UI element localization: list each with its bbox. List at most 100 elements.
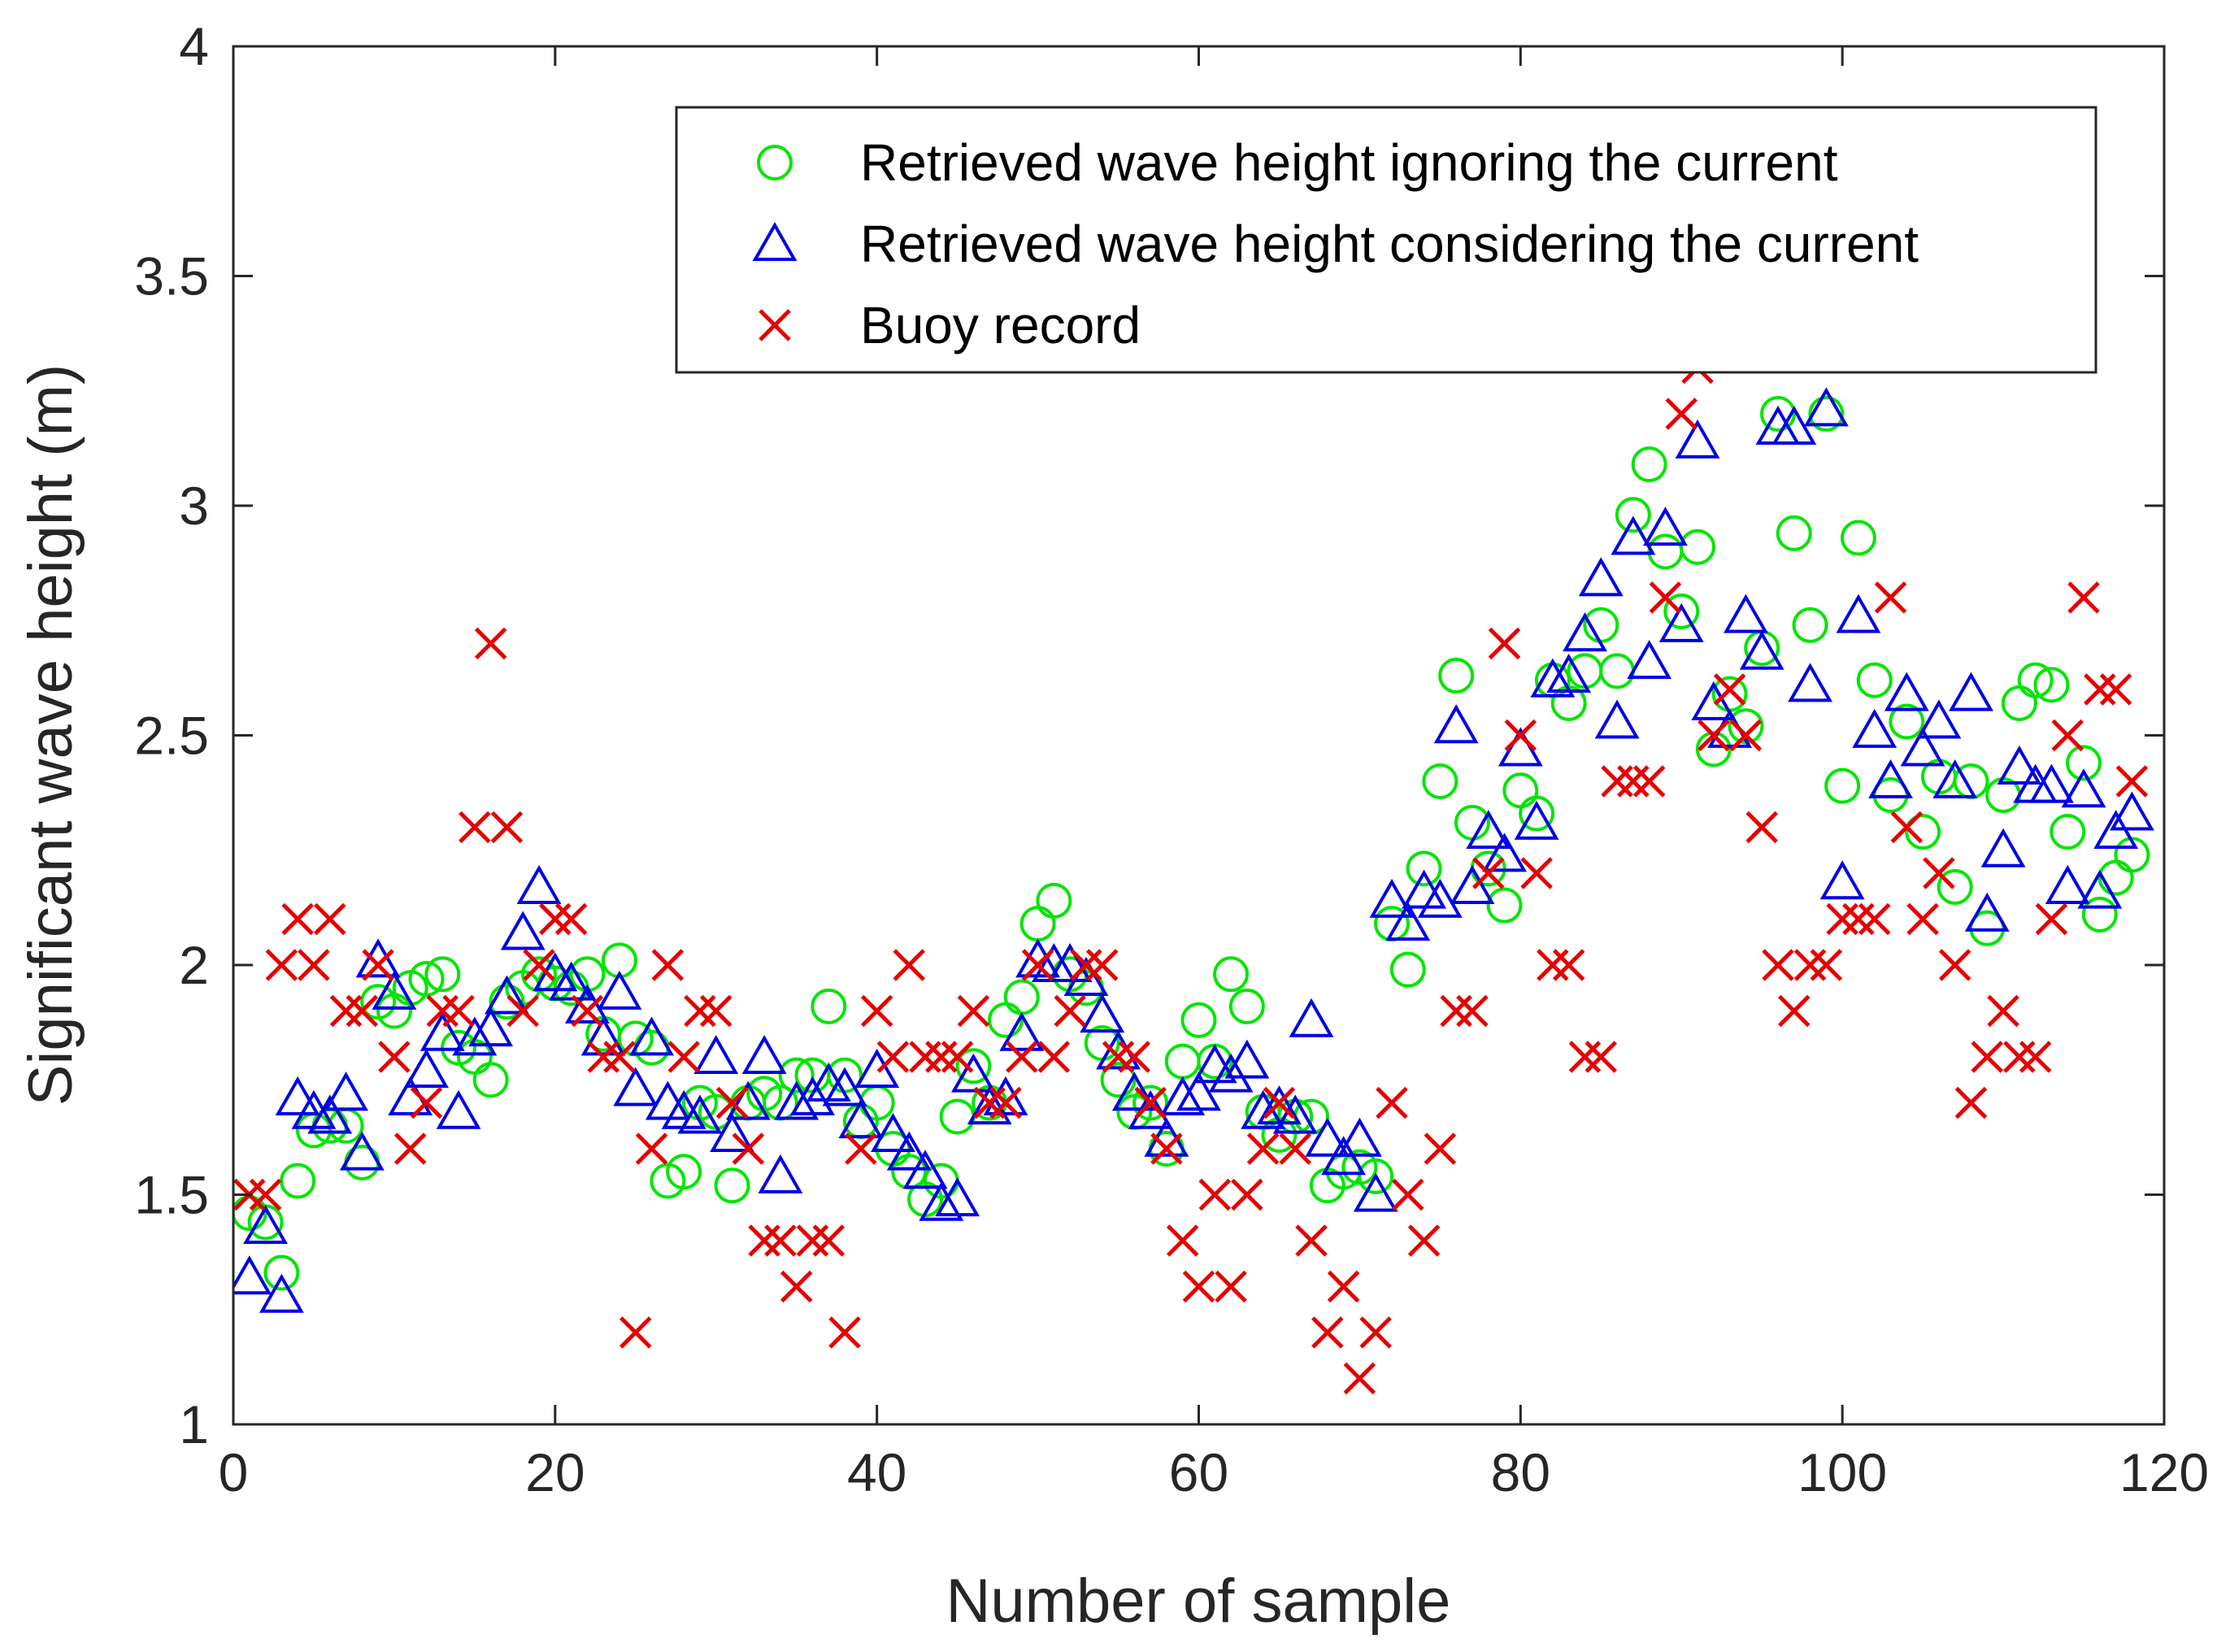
x-point — [459, 811, 491, 844]
x-point — [1537, 949, 1569, 981]
legend-item: Buoy record — [759, 296, 1141, 354]
x-point — [828, 1316, 861, 1349]
x-point — [1471, 857, 1505, 889]
x-point — [619, 1316, 652, 1349]
triangle-point — [1739, 630, 1784, 670]
circle-point — [263, 1254, 300, 1291]
triangle-point — [324, 1072, 368, 1111]
triangle-point — [1594, 699, 1640, 739]
x-point — [490, 811, 524, 844]
x-point — [909, 1041, 941, 1073]
triangle-point — [871, 1113, 915, 1153]
x-point — [715, 1086, 749, 1119]
x-point — [378, 1041, 411, 1073]
legend-item: Retrieved wave height considering the cu… — [752, 215, 1919, 273]
x-point — [812, 1224, 845, 1257]
x-point — [2084, 673, 2116, 706]
triangle-point — [1578, 557, 1624, 597]
x-point — [957, 994, 990, 1028]
x-point — [732, 1132, 765, 1165]
triangle-point — [790, 1076, 835, 1115]
circle-point — [424, 956, 461, 993]
x-point — [1215, 1270, 1247, 1303]
triangle-point — [1836, 593, 1881, 633]
triangle-point — [1047, 942, 1093, 982]
x-point — [442, 994, 475, 1028]
y-tick-label: 2 — [179, 935, 209, 995]
y-tick-label: 4 — [179, 16, 209, 76]
triangle-point — [2077, 869, 2123, 909]
x-point — [989, 1086, 1022, 1119]
circle-point — [1180, 1002, 1217, 1038]
triangle-point — [741, 1034, 787, 1074]
x-point — [1343, 1362, 1376, 1395]
triangle-point — [1563, 612, 1607, 652]
x-point — [1263, 1086, 1296, 1119]
triangle-point — [967, 1085, 1012, 1125]
triangle-point — [822, 1067, 867, 1106]
x-point — [1134, 1086, 1167, 1119]
triangle-point — [1658, 602, 1704, 642]
triangle-point — [1691, 680, 1737, 720]
triangle-point — [886, 1131, 932, 1171]
triangle-point — [1868, 759, 1913, 798]
x-point — [973, 1086, 1006, 1119]
triangle-point — [1964, 892, 2010, 932]
x-point — [1632, 765, 1666, 798]
axes: 0 20 40 60 80 100 120 1 1.5 2 2.5 3 3.5 4 — [134, 16, 2209, 1502]
triangle-point — [1337, 1117, 1382, 1157]
triangle-point — [549, 961, 594, 1001]
x-point — [603, 1041, 636, 1073]
triangle-point — [355, 938, 401, 978]
triangle-point — [2045, 864, 2090, 904]
x-point — [523, 949, 555, 981]
x-point — [1552, 949, 1585, 981]
triangle-point — [1305, 1117, 1350, 1157]
x-point — [298, 949, 330, 981]
x-point — [1085, 949, 1119, 981]
circle-point — [1389, 951, 1426, 988]
y-axis-label: Significant wave height (m) — [16, 364, 85, 1106]
x-point — [1311, 1316, 1344, 1349]
legend-circle-icon — [757, 145, 793, 180]
legend-label: Retrieved wave height considering the cu… — [860, 215, 1919, 273]
x-tick-label: 40 — [847, 1442, 906, 1502]
x-tick-label: 80 — [1491, 1442, 1550, 1502]
triangle-point — [1852, 708, 1897, 748]
x-point — [571, 994, 604, 1028]
x-point — [539, 902, 572, 936]
triangle-point — [2109, 791, 2154, 831]
triangle-point — [259, 1273, 304, 1313]
triangle-point — [275, 1076, 320, 1115]
x-point — [1584, 1041, 1618, 1073]
x-point — [1520, 857, 1553, 889]
x-point — [1793, 949, 1827, 981]
triangle-point — [1450, 864, 1495, 904]
x-point — [1745, 811, 1778, 844]
x-point — [925, 1041, 958, 1073]
data-marks — [233, 351, 2154, 1395]
triangle-point — [1514, 800, 1559, 840]
triangle-point — [485, 975, 529, 1015]
circle-point — [1905, 814, 1941, 850]
x-tick-label: 0 — [219, 1442, 249, 1502]
triangle-point — [1932, 759, 1978, 798]
x-axis-label: Number of sample — [946, 1567, 1451, 1636]
legend-x-icon — [759, 309, 791, 341]
circle-point — [1840, 520, 1876, 556]
x-point — [1246, 1132, 1280, 1165]
x-point — [329, 994, 363, 1028]
circle-point — [1422, 763, 1458, 799]
circle-point — [1132, 1085, 1169, 1121]
x-point — [362, 949, 394, 981]
x-point — [1568, 1041, 1602, 1073]
y-tick-label: 1.5 — [134, 1165, 209, 1225]
x-point — [1665, 398, 1698, 430]
circle-point — [472, 1062, 509, 1098]
x-point — [1392, 1178, 1424, 1211]
x-point — [876, 1041, 910, 1073]
x-point — [249, 1178, 282, 1211]
triangle-point — [902, 1150, 948, 1189]
triangle-point — [710, 1113, 754, 1153]
triangle-point — [339, 1131, 385, 1171]
